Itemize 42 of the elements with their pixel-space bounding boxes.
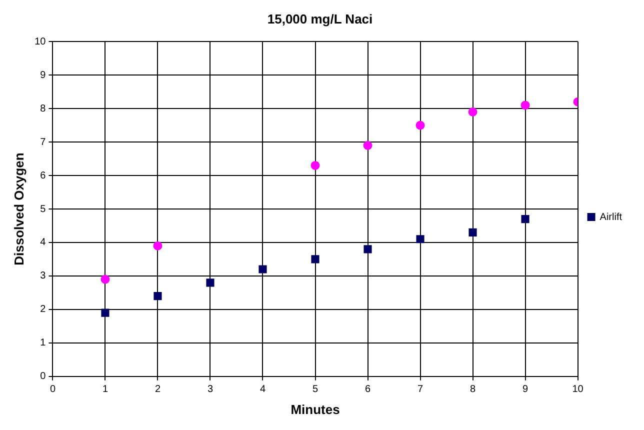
y-tick-label: 8 <box>40 103 46 114</box>
y-axis-title: Dissolved Oxygen <box>11 152 26 266</box>
point <box>310 160 320 170</box>
y-tick-label: 0 <box>40 371 46 382</box>
x-tick-label: 4 <box>260 384 266 396</box>
y-tick-label: 1 <box>40 338 46 349</box>
point <box>153 241 162 250</box>
point <box>206 278 214 287</box>
chart-title: 15,000 mg/L Naci <box>267 11 373 26</box>
point <box>258 265 267 274</box>
point <box>521 215 530 224</box>
x-tick-label: 10 <box>572 384 584 396</box>
point <box>468 107 478 116</box>
legend-label: Airlift <box>600 212 622 223</box>
point <box>101 308 110 317</box>
point <box>363 140 372 150</box>
y-tick-label: 3 <box>40 270 46 282</box>
point <box>468 228 477 236</box>
y-tick-label: 5 <box>40 204 46 215</box>
point <box>416 120 425 130</box>
x-tick-label: 0 <box>50 384 56 396</box>
x-tick-label: 3 <box>207 384 214 396</box>
point <box>154 292 162 300</box>
x-tick-label: 9 <box>522 384 528 396</box>
x-axis-title: Minutes <box>290 402 340 417</box>
y-tick-label: 6 <box>40 170 46 182</box>
point <box>311 255 320 264</box>
y-tick-label: 7 <box>40 136 46 148</box>
y-tick-label: 2 <box>40 304 46 316</box>
point <box>100 274 110 284</box>
x-tick-label: 2 <box>154 384 161 396</box>
point <box>416 235 424 244</box>
point <box>364 245 372 254</box>
x-tick-label: 7 <box>417 384 424 396</box>
point <box>520 100 530 110</box>
x-tick-label: 1 <box>102 384 108 396</box>
x-tick-label: 6 <box>364 384 371 396</box>
x-tick-label: 5 <box>312 384 318 396</box>
y-tick-label: 9 <box>40 70 46 81</box>
y-tick-label: 10 <box>34 36 46 48</box>
y-tick-label: 4 <box>40 237 46 248</box>
x-tick-label: 8 <box>470 384 476 396</box>
